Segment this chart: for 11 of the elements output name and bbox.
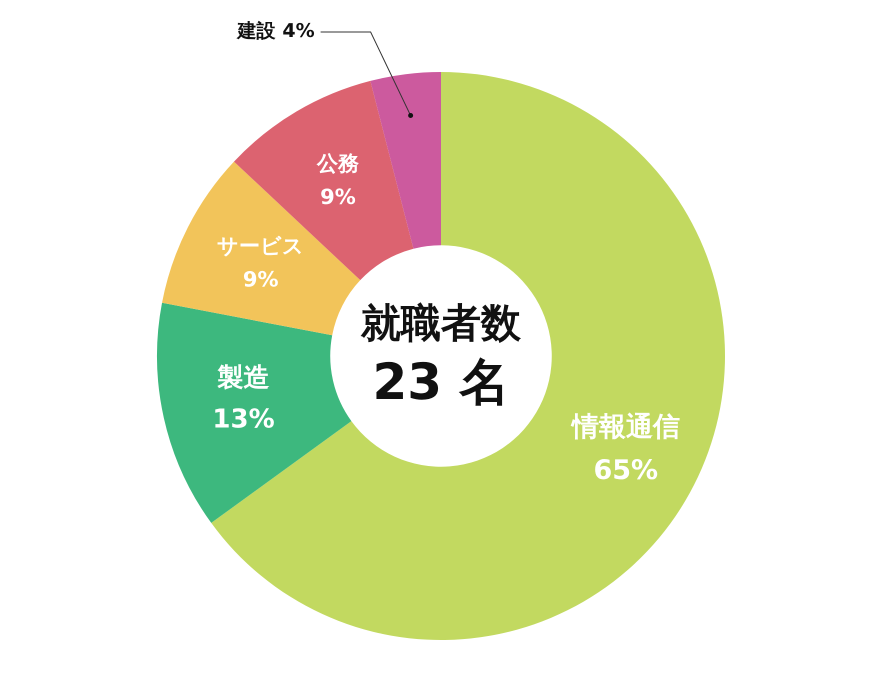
data-label: 65%: [593, 454, 658, 486]
data-label: 13%: [212, 404, 275, 435]
text: 23 名: [372, 352, 510, 411]
slice-label: 製造: [216, 363, 270, 394]
slice-label: サービス: [217, 234, 304, 258]
text: 就職者数: [360, 300, 522, 346]
data-label: 9%: [320, 185, 356, 210]
slice-label: 情報通信: [570, 412, 680, 443]
slice-label: 公務: [316, 151, 359, 176]
slice-label: 建設 4%: [236, 20, 315, 42]
data-label: 9%: [242, 267, 279, 292]
